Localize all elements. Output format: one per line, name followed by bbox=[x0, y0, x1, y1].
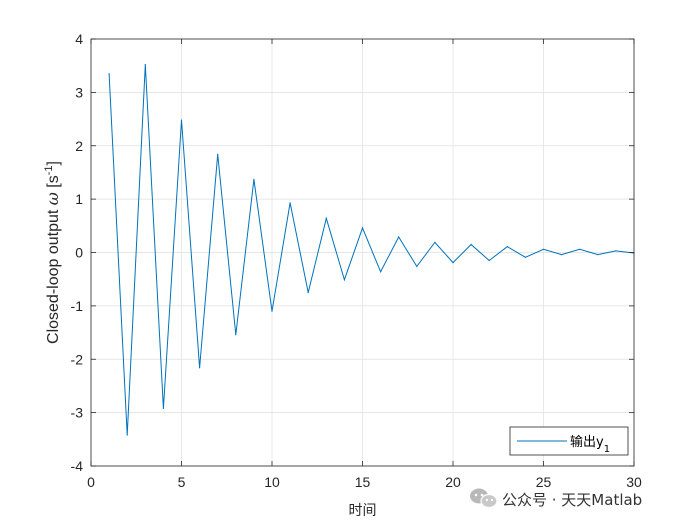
x-tick-label: 0 bbox=[87, 474, 95, 490]
y-tick-label: -4 bbox=[71, 458, 84, 474]
data-point bbox=[398, 236, 400, 238]
x-tick-label: 20 bbox=[445, 474, 461, 490]
x-axis-label: 时间 bbox=[349, 503, 377, 519]
data-point bbox=[416, 265, 418, 267]
legend: 输出y1 bbox=[509, 426, 629, 456]
series-layer bbox=[108, 64, 635, 436]
y-tick-label: 3 bbox=[75, 84, 83, 100]
data-point bbox=[361, 227, 364, 229]
data-point bbox=[199, 367, 201, 369]
y-tick-label: -2 bbox=[71, 351, 84, 367]
series-line bbox=[108, 64, 635, 436]
data-point bbox=[561, 254, 563, 256]
data-point bbox=[235, 334, 237, 336]
x-tick-label: 10 bbox=[264, 474, 280, 490]
wechat-icon bbox=[470, 488, 498, 509]
data-point bbox=[162, 407, 164, 409]
data-point bbox=[615, 250, 617, 252]
tick-labels: 0 5 10 15 20 25 30 -4 -3 -2 -1 0 1 2 3 4 bbox=[71, 31, 642, 490]
data-point bbox=[271, 310, 273, 312]
ticks bbox=[90, 38, 635, 467]
data-point bbox=[217, 153, 219, 155]
y-tick-label: 1 bbox=[75, 191, 83, 207]
data-point bbox=[126, 434, 128, 436]
y-tick-label: 2 bbox=[75, 138, 83, 154]
data-point bbox=[180, 119, 183, 121]
data-point bbox=[380, 271, 382, 273]
data-point bbox=[343, 279, 345, 281]
data-point bbox=[506, 246, 508, 248]
data-point bbox=[253, 178, 255, 180]
data-point bbox=[542, 248, 545, 250]
data-point bbox=[325, 217, 327, 219]
data-point bbox=[434, 241, 436, 243]
x-tick-label: 15 bbox=[355, 474, 371, 490]
x-tick-label: 5 bbox=[178, 474, 186, 490]
y-axis-label: Closed-loop output ω [s-1] bbox=[43, 161, 62, 344]
watermark-text: 公众号 · 天天Matlab bbox=[502, 491, 642, 509]
data-point bbox=[144, 64, 146, 66]
data-point bbox=[524, 256, 527, 258]
data-point bbox=[488, 259, 490, 262]
y-tick-label: 0 bbox=[75, 245, 83, 261]
data-point bbox=[579, 248, 581, 250]
y-tick-label: -1 bbox=[71, 298, 84, 314]
y-tick-label: -3 bbox=[71, 405, 84, 421]
y-tick-label: 4 bbox=[75, 31, 83, 47]
legend-label: 输出y1 bbox=[570, 434, 610, 455]
data-point bbox=[289, 202, 291, 204]
data-point bbox=[452, 262, 454, 264]
data-point bbox=[470, 243, 472, 246]
data-point bbox=[307, 291, 309, 294]
x-tick-label: 30 bbox=[626, 474, 642, 490]
x-tick-label: 25 bbox=[536, 474, 552, 490]
data-point bbox=[597, 254, 599, 256]
watermark: 公众号 · 天天Matlab bbox=[470, 488, 642, 509]
data-point bbox=[108, 73, 110, 75]
